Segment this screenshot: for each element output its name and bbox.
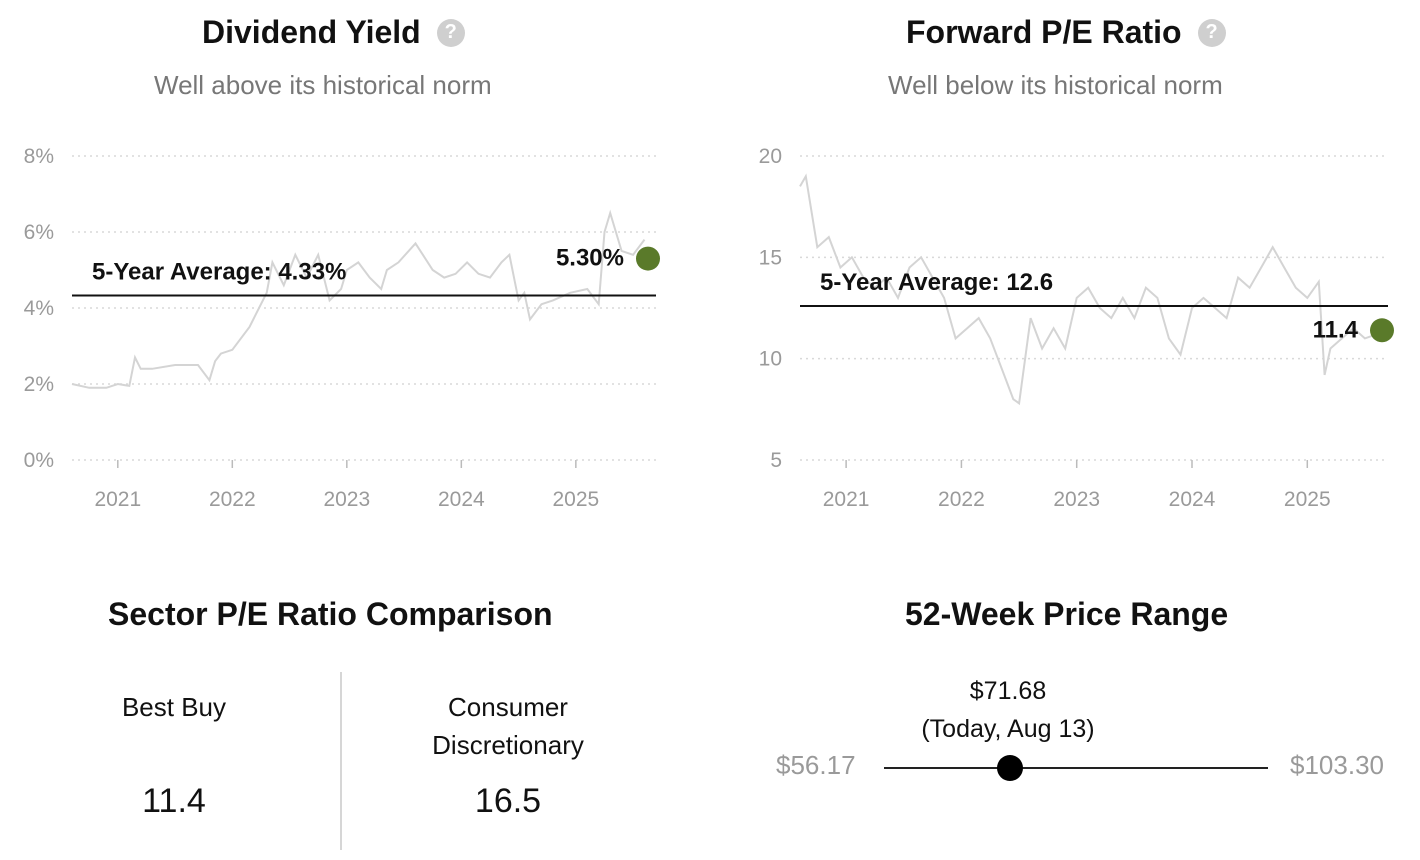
- current-value-dot: [636, 246, 660, 271]
- sector-divider: [340, 672, 342, 850]
- series-line: [71, 209, 646, 389]
- y-tick-label: 4%: [24, 297, 54, 320]
- x-tick-label: 2025: [1284, 488, 1331, 511]
- range-high: $103.30: [1290, 750, 1384, 780]
- y-tick-label: 8%: [24, 145, 54, 168]
- x-tick-label: 2022: [209, 488, 256, 511]
- company-pe-value: 11.4: [142, 782, 206, 820]
- y-tick-label: 2%: [24, 373, 54, 396]
- y-tick-label: 15: [759, 246, 782, 269]
- current-price-label: $71.68 (Today, Aug 13): [880, 672, 1136, 748]
- current-price: $71.68: [969, 677, 1047, 705]
- dividend-yield-title-text: Dividend Yield: [202, 14, 421, 50]
- forward-pe-chart: 5 10 15 20 2021 2022 2023 2024 2025 5-Year Averag…: [759, 145, 1394, 511]
- x-tick-label: 2025: [552, 488, 599, 511]
- sector-name-line2: Discretionary: [432, 730, 584, 760]
- y-tick-label: 6%: [24, 221, 54, 244]
- current-value-dot: [1370, 318, 1394, 343]
- y-tick-label: 0%: [24, 449, 54, 472]
- forward-pe-title-text: Forward P/E Ratio: [906, 14, 1182, 50]
- company-name: Best Buy: [121, 692, 227, 722]
- series-line: [799, 173, 1377, 406]
- x-tick-label: 2023: [1053, 488, 1100, 511]
- dividend-yield-subtitle: Well above its historical norm: [154, 70, 492, 100]
- y-tick-label: 5: [770, 449, 782, 472]
- x-tick-label: 2021: [823, 488, 870, 511]
- dividend-yield-title: Dividend Yield ?: [202, 14, 465, 51]
- x-tick-label: 2022: [938, 488, 985, 511]
- average-label: 5-Year Average: 12.6: [820, 269, 1053, 296]
- x-tick-label: 2021: [94, 488, 141, 511]
- current-value-label: 5.30%: [556, 245, 624, 272]
- forward-pe-subtitle: Well below its historical norm: [888, 70, 1223, 100]
- sector-cell: Consumer Discretionary: [380, 688, 636, 764]
- sector-pe-value: 16.5: [474, 782, 542, 820]
- sector-name-line1: Consumer: [448, 692, 568, 722]
- forward-pe-title: Forward P/E Ratio ?: [906, 14, 1226, 51]
- company-value-cell: 11.4: [60, 782, 288, 821]
- current-price-marker: [997, 755, 1024, 781]
- current-date: (Today, Aug 13): [921, 715, 1095, 743]
- price-range-track: [884, 767, 1268, 769]
- sector-value-cell: 16.5: [380, 782, 636, 821]
- price-range-title: 52-Week Price Range: [905, 596, 1229, 632]
- question-circle-icon[interactable]: ?: [436, 18, 465, 47]
- question-circle-icon[interactable]: ?: [1197, 18, 1226, 47]
- sector-pe-title: Sector P/E Ratio Comparison: [108, 596, 553, 632]
- range-low: $56.17: [776, 750, 856, 780]
- x-tick-label: 2024: [1169, 488, 1216, 511]
- x-tick-label: 2023: [323, 488, 370, 511]
- y-tick-label: 20: [759, 145, 782, 168]
- x-tick-label: 2024: [438, 488, 485, 511]
- y-tick-label: 10: [759, 348, 782, 371]
- company-cell: Best Buy: [60, 688, 288, 726]
- average-label: 5-Year Average: 4.33%: [92, 258, 346, 285]
- dividend-yield-chart: 0% 2% 4% 6% 8% 2021 2022 2023 2024 2025 5-Year Ave…: [24, 145, 660, 511]
- current-value-label: 11.4: [1313, 316, 1359, 343]
